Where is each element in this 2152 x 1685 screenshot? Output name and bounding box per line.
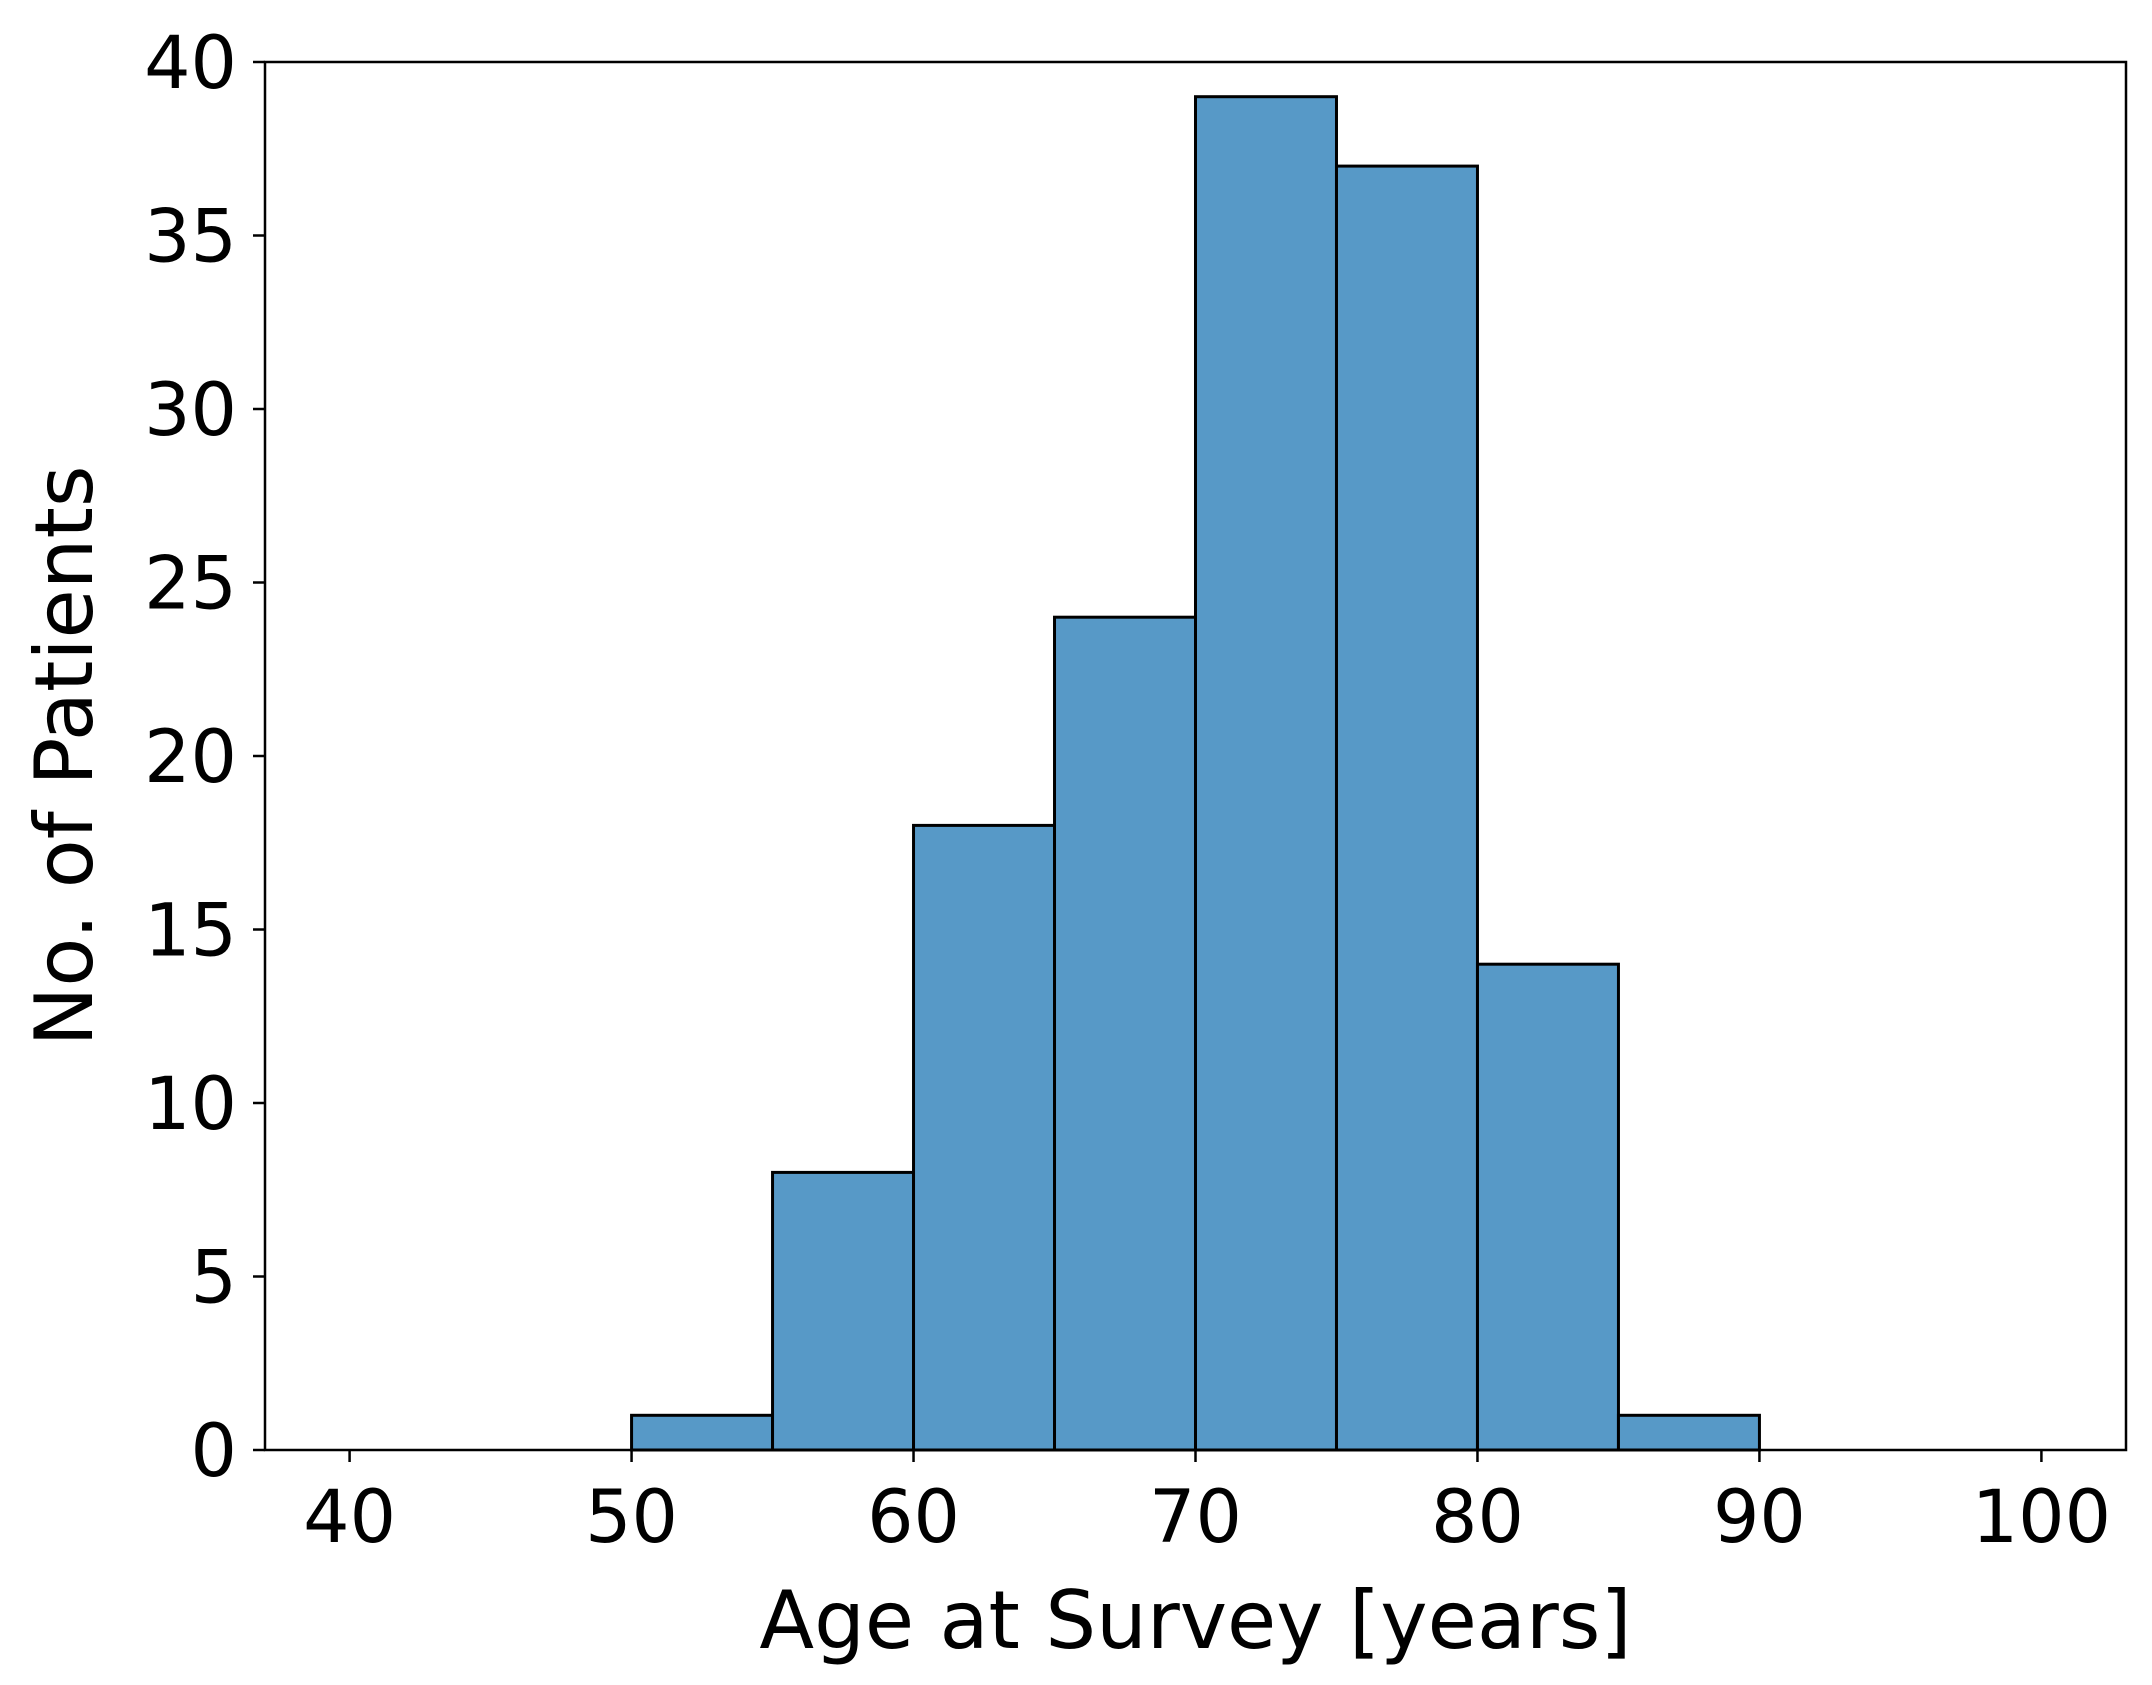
bar-50-55 [630, 1413, 775, 1452]
bar-70-75 [1194, 95, 1338, 1452]
y-tick-label: 5 [191, 1236, 237, 1321]
x-tick-label: 50 [585, 1475, 678, 1560]
bar-85-90 [1616, 1413, 1761, 1452]
x-axis-label: Age at Survey [years] [759, 1574, 1631, 1667]
x-tick-label: 100 [1972, 1475, 2111, 1560]
plot-frame [263, 60, 2128, 1452]
y-tick-label: 0 [191, 1409, 237, 1494]
y-tick-label: 15 [144, 889, 237, 974]
x-ticks: 40 50 60 70 80 90 100 [303, 1450, 2111, 1560]
x-tick-label: 90 [1713, 1475, 1806, 1560]
bar-55-60 [771, 1170, 916, 1452]
y-axis-label: No. of Patients [18, 465, 111, 1046]
x-tick-label: 60 [867, 1475, 960, 1560]
y-ticks: 0 5 10 15 20 25 30 35 40 [144, 21, 265, 1494]
y-tick-label: 10 [144, 1062, 237, 1147]
bar-80-85 [1475, 962, 1620, 1452]
bar-75-80 [1334, 164, 1479, 1452]
y-tick-label: 25 [144, 542, 237, 627]
bars-group [630, 95, 1761, 1452]
y-tick-label: 20 [144, 715, 237, 800]
y-tick-label: 30 [144, 368, 237, 453]
bar-60-65 [912, 823, 1057, 1452]
y-tick-label: 40 [144, 21, 237, 106]
x-tick-label: 80 [1431, 1475, 1524, 1560]
x-tick-label: 70 [1149, 1475, 1242, 1560]
y-tick-label: 35 [144, 195, 237, 280]
bar-65-70 [1053, 615, 1197, 1452]
x-tick-label: 40 [303, 1475, 396, 1560]
